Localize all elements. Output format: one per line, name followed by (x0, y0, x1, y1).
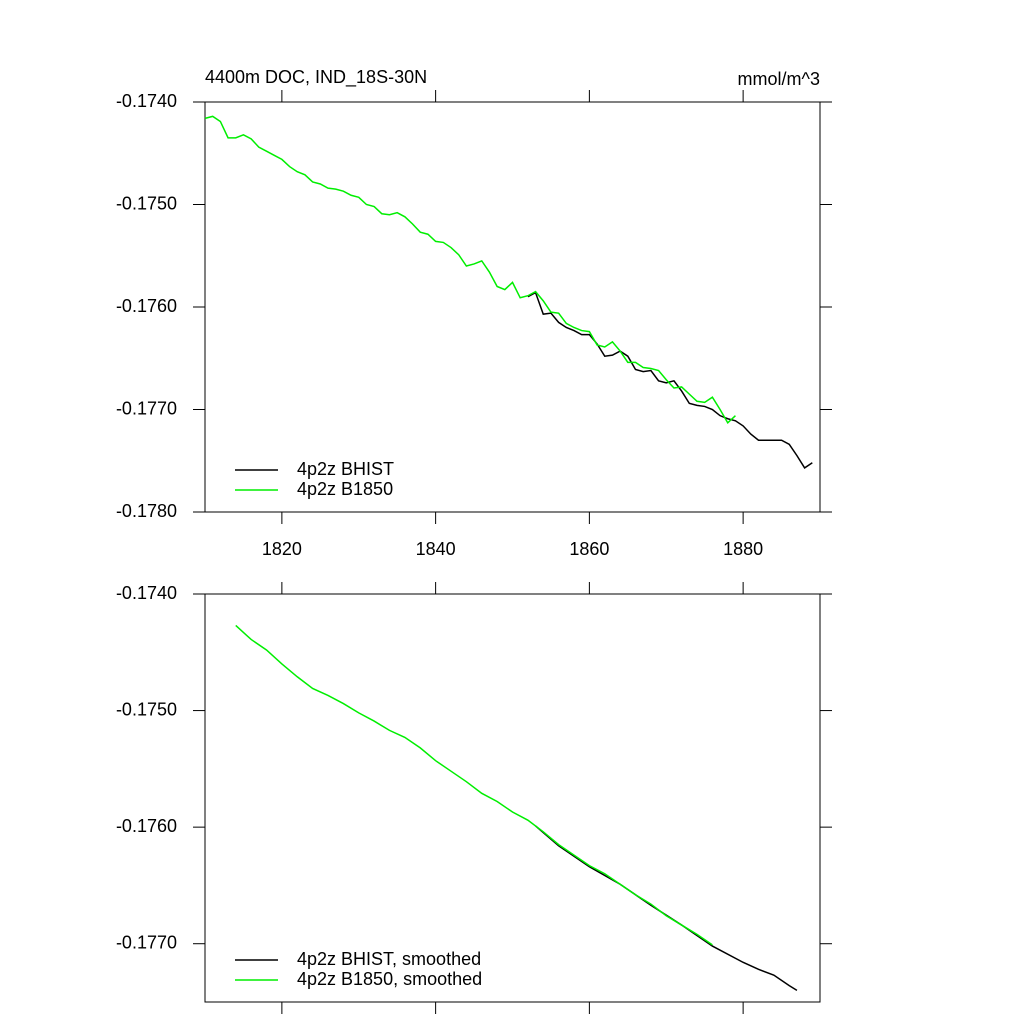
y-tick-label: -0.1760 (116, 816, 177, 836)
series-line (527, 291, 813, 469)
plot-frame (204, 101, 821, 513)
y-tick-label: -0.1760 (116, 296, 177, 316)
y-tick-label: -0.1770 (116, 398, 177, 418)
legend-label: 4p2z B1850 (297, 479, 393, 499)
x-tick-label: 1880 (723, 539, 763, 559)
legend-label: 4p2z BHIST, smoothed (297, 949, 481, 969)
legend-label: 4p2z BHIST (297, 459, 394, 479)
y-tick-label: -0.1740 (116, 583, 177, 603)
units-label: mmol/m^3 (738, 69, 820, 89)
series-line (535, 825, 798, 991)
y-tick-label: -0.1780 (116, 501, 177, 521)
y-tick-label: -0.1740 (116, 91, 177, 111)
x-tick-label: 1840 (416, 539, 456, 559)
x-tick-label: 1820 (262, 539, 302, 559)
x-tick-label: 1860 (569, 539, 609, 559)
legend-label: 4p2z B1850, smoothed (297, 969, 482, 989)
chart-title: 4400m DOC, IND_18S-30N (205, 67, 427, 88)
plot-frame (204, 593, 821, 1003)
series-line (235, 624, 713, 946)
y-tick-label: -0.1770 (116, 932, 177, 952)
y-tick-label: -0.1750 (116, 699, 177, 719)
y-tick-label: -0.1750 (116, 193, 177, 213)
series-line (204, 115, 736, 425)
